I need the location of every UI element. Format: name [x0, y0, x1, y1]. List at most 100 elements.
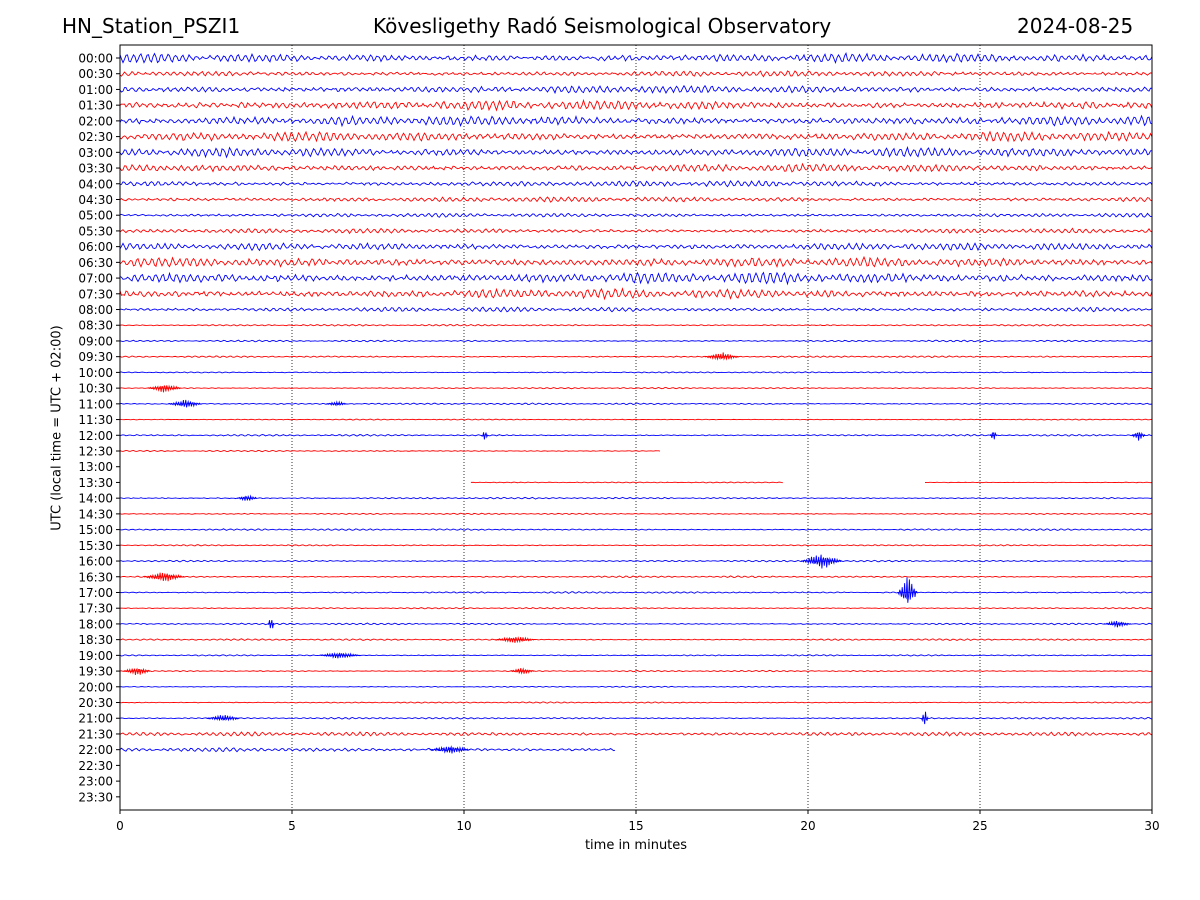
y-tick-label-2300: 23:00: [78, 775, 113, 789]
y-tick-label-0030: 00:30: [78, 67, 113, 81]
event-1830-12: [494, 636, 536, 644]
y-tick-label-2230: 22:30: [78, 759, 113, 773]
y-axis-label: UTC (local time = UTC + 02:00): [49, 325, 65, 531]
y-tick-label-0130: 01:30: [78, 99, 113, 113]
y-tick-label-0830: 08:30: [78, 319, 113, 333]
trace-1900-seg0: [119, 654, 1153, 657]
y-tick-label-1730: 17:30: [78, 602, 113, 616]
y-tick-label-1630: 16:30: [78, 570, 113, 584]
trace-2100-seg0: [119, 716, 1153, 720]
y-tick-label-0800: 08:00: [78, 303, 113, 317]
y-tick-label-2130: 21:30: [78, 727, 113, 741]
trace-1530-seg0: [119, 544, 1153, 547]
y-tick-label-1700: 17:00: [78, 586, 113, 600]
trace-0430-seg0: [119, 196, 1153, 203]
event-1400-19: [236, 494, 258, 502]
y-tick-label-1400: 14:00: [78, 492, 113, 506]
trace-0330-seg0: [119, 162, 1153, 173]
y-tick-label-2030: 20:30: [78, 696, 113, 710]
trace-0400-seg0: [119, 179, 1153, 188]
x-tick-label-25: 25: [972, 819, 987, 833]
trace-2000-seg0: [119, 685, 1153, 688]
trace-0830-seg0: [119, 323, 1153, 327]
trace-1730-seg0: [119, 607, 1153, 610]
trace-0900-seg0: [119, 339, 1153, 343]
y-tick-label-0230: 02:30: [78, 130, 113, 144]
trace-1830-seg0: [119, 638, 1153, 642]
trace-0030-seg0: [119, 70, 1153, 78]
event-1900-13: [319, 652, 361, 659]
y-tick-label-1100: 11:00: [78, 397, 113, 411]
y-tick-label-1930: 19:30: [78, 665, 113, 679]
trace-1100-seg0: [119, 402, 1153, 406]
trace-2200-seg0: [119, 747, 616, 753]
x-tick-label-15: 15: [628, 819, 643, 833]
y-tick-label-1300: 13:00: [78, 460, 113, 474]
y-tick-label-0500: 05:00: [78, 209, 113, 223]
trace-2130-seg0: [119, 731, 1153, 737]
event-1100-2: [326, 400, 347, 407]
y-tick-label-0530: 05:30: [78, 224, 113, 238]
y-tick-label-0630: 06:30: [78, 256, 113, 270]
trace-1700-seg0: [119, 591, 1153, 594]
event-1100-1: [168, 399, 203, 408]
event-2100-17: [921, 711, 929, 725]
trace-1000-seg0: [119, 371, 1153, 374]
trace-0000-seg0: [119, 52, 1153, 65]
y-tick-label-1830: 18:30: [78, 633, 113, 647]
x-tick-label-5: 5: [288, 819, 296, 833]
trace-1800-seg0: [119, 622, 1153, 626]
trace-1330-seg0: [470, 481, 783, 484]
y-tick-label-2200: 22:00: [78, 743, 113, 757]
trace-0730-seg0: [119, 287, 1153, 301]
trace-0530-seg0: [119, 227, 1153, 235]
observatory-title: Kövesligethy Radó Seismological Observat…: [373, 14, 832, 38]
event-0930-6: [704, 352, 740, 361]
trace-1400-seg0: [119, 496, 1153, 500]
y-tick-label-1030: 10:30: [78, 382, 113, 396]
y-tick-label-1500: 15:00: [78, 523, 113, 537]
y-tick-label-0700: 07:00: [78, 272, 113, 286]
x-tick-label-30: 30: [1144, 819, 1159, 833]
y-tick-label-0900: 09:00: [78, 334, 113, 348]
event-1700-9: [897, 577, 918, 603]
event-1200-4: [989, 432, 998, 440]
y-tick-label-1530: 15:30: [78, 539, 113, 553]
event-1030-0: [147, 384, 182, 393]
event-1930-15: [510, 667, 535, 675]
trace-1230-seg0: [119, 449, 661, 453]
trace-1430-seg0: [119, 512, 1153, 515]
y-tick-label-0300: 03:00: [78, 146, 113, 160]
x-tick-label-20: 20: [800, 819, 815, 833]
event-2100-16: [205, 714, 240, 722]
trace-1930-seg0: [119, 669, 1153, 673]
y-tick-label-1000: 10:00: [78, 366, 113, 380]
event-1200-5: [1131, 431, 1146, 441]
trace-1600-seg0: [119, 559, 1153, 563]
x-axis-label: time in minutes: [584, 838, 688, 853]
trace-1330-seg1: [924, 481, 1152, 484]
event-1930-14: [123, 667, 151, 676]
y-tick-label-1130: 11:30: [78, 413, 113, 427]
trace-0130-seg0: [119, 98, 1153, 112]
trace-0700-seg0: [119, 271, 1153, 286]
trace-0230-seg0: [119, 130, 1153, 143]
y-tick-label-0000: 00:00: [78, 52, 113, 66]
trace-0100-seg0: [119, 84, 1153, 95]
trace-0200-seg0: [119, 114, 1153, 128]
trace-0300-seg0: [119, 146, 1153, 159]
y-tick-label-0400: 04:00: [78, 177, 113, 191]
event-1630-8: [143, 572, 185, 582]
y-tick-label-1600: 16:00: [78, 555, 113, 569]
y-tick-label-1800: 18:00: [78, 617, 113, 631]
trace-0600-seg0: [119, 242, 1153, 252]
y-tick-label-2100: 21:00: [78, 712, 113, 726]
y-tick-label-0100: 01:00: [78, 83, 113, 97]
event-2200-18: [429, 745, 471, 754]
trace-1130-seg0: [119, 418, 1153, 421]
y-tick-label-1900: 19:00: [78, 649, 113, 663]
y-tick-label-1200: 12:00: [78, 429, 113, 443]
station-title: HN_Station_PSZI1: [62, 14, 241, 38]
date-title: 2024-08-25: [1017, 14, 1134, 38]
